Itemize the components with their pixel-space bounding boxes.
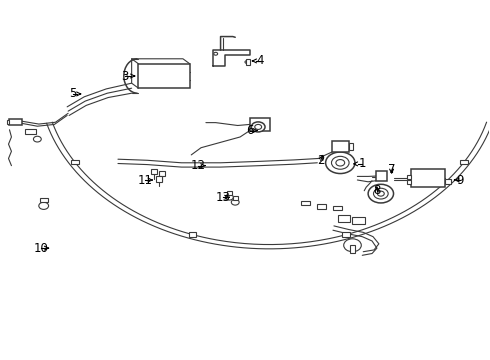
Bar <box>376 171 387 181</box>
Bar <box>301 201 310 205</box>
Circle shape <box>231 199 239 205</box>
Bar <box>411 168 445 187</box>
Bar <box>233 196 238 200</box>
Text: 11: 11 <box>138 174 153 186</box>
Text: 5: 5 <box>69 87 77 100</box>
Bar <box>343 233 350 237</box>
Bar <box>151 168 157 174</box>
Bar <box>227 191 232 195</box>
Bar <box>189 233 196 237</box>
Text: 2: 2 <box>317 154 324 167</box>
Bar <box>139 64 190 88</box>
Circle shape <box>377 191 384 196</box>
Circle shape <box>368 184 393 203</box>
Circle shape <box>225 194 233 200</box>
Text: 9: 9 <box>456 174 464 186</box>
Bar <box>333 206 342 211</box>
Bar <box>349 244 355 253</box>
Bar <box>349 143 353 150</box>
Circle shape <box>251 122 265 132</box>
Circle shape <box>326 152 355 174</box>
Bar <box>338 215 350 222</box>
Text: 13: 13 <box>216 191 230 204</box>
Circle shape <box>336 159 344 166</box>
Text: 1: 1 <box>359 157 366 170</box>
Text: 4: 4 <box>256 54 264 67</box>
Text: 3: 3 <box>122 69 129 82</box>
Text: 10: 10 <box>34 242 49 255</box>
Circle shape <box>343 239 361 252</box>
Bar <box>9 119 22 126</box>
Circle shape <box>214 52 218 55</box>
Circle shape <box>245 60 249 63</box>
Circle shape <box>255 125 262 130</box>
Bar <box>6 121 9 124</box>
Bar <box>40 198 48 202</box>
Circle shape <box>331 156 349 169</box>
Text: 6: 6 <box>246 124 254 137</box>
Circle shape <box>373 188 388 199</box>
Bar <box>332 141 349 152</box>
Text: 12: 12 <box>191 159 206 172</box>
Text: 8: 8 <box>373 184 381 197</box>
Text: 7: 7 <box>388 163 395 176</box>
Circle shape <box>33 136 41 142</box>
Bar <box>25 129 36 134</box>
Bar <box>352 217 365 224</box>
Bar <box>407 175 411 179</box>
Bar <box>246 59 250 65</box>
Bar <box>318 204 326 209</box>
Bar <box>250 118 270 131</box>
Bar <box>407 180 411 184</box>
Bar <box>156 176 162 182</box>
Bar <box>71 160 79 164</box>
Bar <box>445 179 451 184</box>
Bar <box>159 171 165 176</box>
Bar <box>460 160 468 164</box>
Circle shape <box>39 202 49 210</box>
